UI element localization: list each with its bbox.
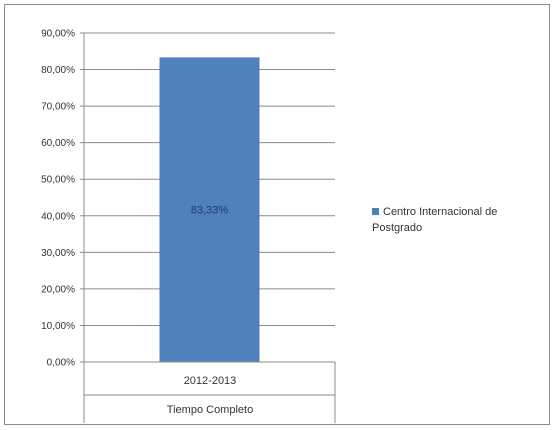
y-tick-label: 60,00% [41,138,75,149]
legend-swatch [372,208,379,215]
y-tick-label: 20,00% [41,284,75,295]
y-tick-label: 0,00% [47,358,75,369]
y-tick-label: 90,00% [41,29,75,40]
y-tick-label: 70,00% [41,102,75,113]
bars: 83,33% [159,57,260,362]
y-axis-ticks: 0,00% 10,00% 20,00% 30,00% 40,00% 50,00% 60,00… [41,29,84,369]
bar-value-label: 83,33% [191,205,229,217]
y-tick-label: 10,00% [41,321,75,332]
category-label-type: Tiempo Completo [167,404,253,416]
bar [159,57,260,362]
y-tick-label: 80,00% [41,65,75,76]
y-tick-label: 30,00% [41,248,75,259]
legend-label-line2: Postgrado [372,222,422,234]
y-tick-label: 50,00% [41,175,75,186]
category-label-year: 2012-2013 [184,375,237,387]
legend-label-line1: Centro Internacional de [383,206,497,218]
y-tick-label: 40,00% [41,211,75,222]
chart-frame [4,4,550,425]
